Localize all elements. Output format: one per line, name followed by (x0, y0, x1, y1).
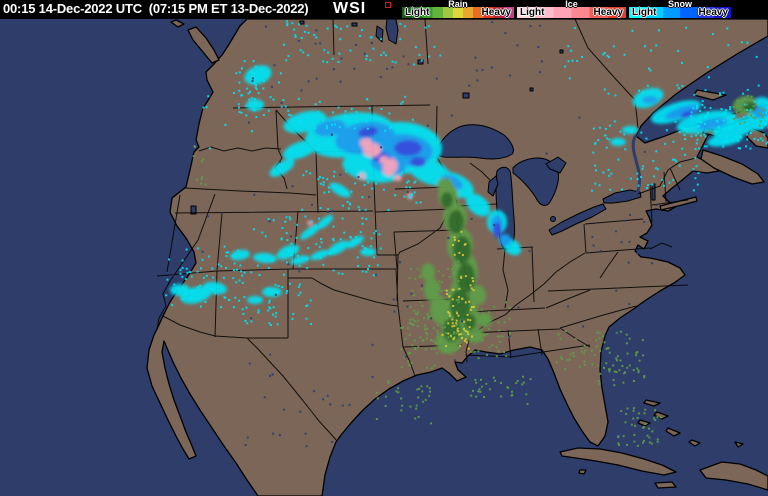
radar-precipitation-blobs (170, 65, 768, 354)
legend-snow: Snow Light Heavy (629, 0, 731, 19)
legend-ice-heavy-label: Heavy (593, 7, 623, 18)
radar-precipitation-speckles (165, 20, 768, 448)
legend-ice-gradient-bar (517, 7, 626, 18)
timestamp-label: 00:15 14-Dec-2022 UTC (07:15 PM ET 13-De… (3, 1, 309, 16)
legend-rain-heavy-label: Heavy (481, 7, 511, 18)
legend-rain: Rain Light Heavy (402, 0, 514, 19)
radar-map (0, 19, 768, 496)
legend-snow-gradient-bar (629, 7, 731, 18)
legend-snow-light-label: Light (632, 7, 657, 18)
header-bar: 00:15 14-Dec-2022 UTC (07:15 PM ET 13-De… (0, 0, 768, 19)
legend-rain-gradient-bar (402, 7, 514, 18)
state-borders (156, 19, 697, 442)
legend-ice-light-label: Light (520, 7, 545, 18)
wsi-registered-mark-icon (385, 2, 391, 8)
legend-ice-title: Ice (565, 0, 578, 9)
legend-ice: Ice Light Heavy (517, 0, 626, 19)
legend-snow-heavy-label: Heavy (698, 7, 728, 18)
legend-rain-light-label: Light (405, 7, 430, 18)
legend-rain-title: Rain (448, 0, 468, 9)
wsi-logo: WSI (333, 0, 367, 17)
legend-snow-title: Snow (668, 0, 692, 9)
